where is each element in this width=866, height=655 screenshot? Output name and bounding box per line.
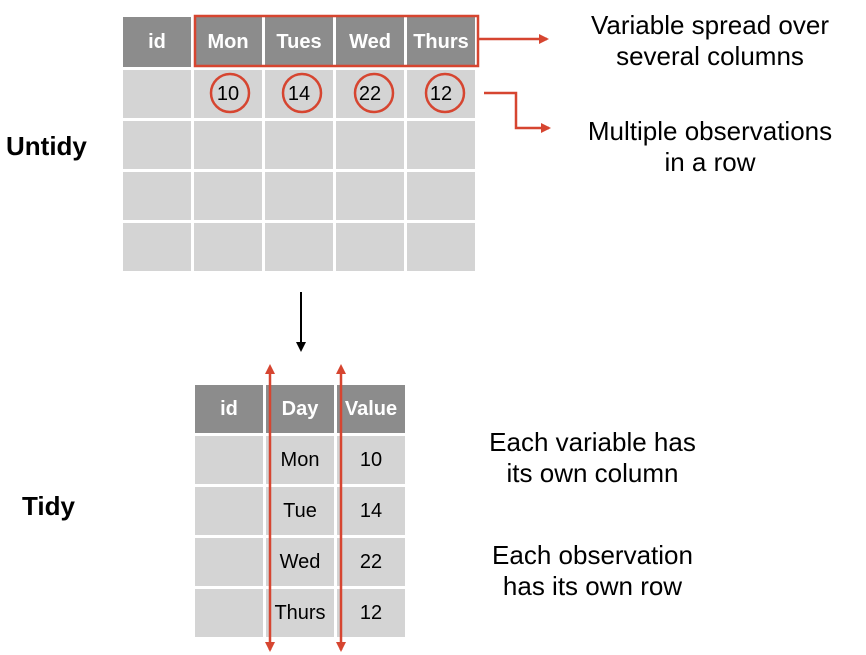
- tidy-cell-day: Tue: [266, 487, 334, 535]
- untidy-header-row: id Mon Tues Wed Thurs: [123, 17, 475, 67]
- untidy-value-tues: 14: [265, 70, 333, 118]
- tidy-cell-id: [195, 538, 263, 586]
- tidy-row: Thurs 12: [195, 589, 405, 637]
- note-line: Each observation: [492, 540, 693, 570]
- tidy-cell-value: 10: [337, 436, 405, 484]
- untidy-header-mon: Mon: [194, 17, 262, 67]
- empty-cell: [265, 121, 333, 169]
- untidy-label: Untidy: [6, 131, 87, 161]
- untidy-empty-row: [123, 121, 475, 169]
- untidy-value-row: 10 14 22 12: [123, 70, 475, 118]
- empty-cell: [194, 121, 262, 169]
- untidy-header-id: id: [123, 17, 191, 67]
- note-line: Variable spread over: [591, 10, 829, 40]
- empty-cell: [194, 172, 262, 220]
- note-line: Each variable has: [489, 427, 696, 457]
- note-line: Multiple observations: [587, 116, 833, 146]
- empty-cell: [194, 223, 262, 271]
- tidy-row: Wed 22: [195, 538, 405, 586]
- tidy-cell-value: 22: [337, 538, 405, 586]
- tidy-header-value: Value: [337, 385, 405, 433]
- untidy-header-tues: Tues: [265, 17, 333, 67]
- untidy-cell-id: [123, 70, 191, 118]
- note-line: several columns: [616, 41, 804, 71]
- empty-cell: [265, 223, 333, 271]
- note-each-variable: Each variable has its own column: [440, 427, 745, 489]
- empty-cell: [336, 223, 404, 271]
- note-line: its own column: [506, 458, 679, 488]
- tidy-cell-value: 12: [337, 589, 405, 637]
- tidy-cell-value: 14: [337, 487, 405, 535]
- empty-cell: [123, 172, 191, 220]
- tidy-header-id: id: [195, 385, 263, 433]
- tidy-cell-day: Wed: [266, 538, 334, 586]
- empty-cell: [123, 121, 191, 169]
- tidy-table: id Day Value Mon 10 Tue 14 Wed 22 Thurs …: [192, 382, 408, 640]
- note-line: has its own row: [502, 571, 683, 601]
- tidy-cell-day: Mon: [266, 436, 334, 484]
- untidy-empty-row: [123, 223, 475, 271]
- empty-cell: [407, 223, 475, 271]
- empty-cell: [336, 121, 404, 169]
- tidy-row: Tue 14: [195, 487, 405, 535]
- observations-arrow: [484, 91, 551, 133]
- note-multiple-observations: Multiple observations in a row: [555, 116, 865, 178]
- untidy-value-mon: 10: [194, 70, 262, 118]
- untidy-header-thurs: Thurs: [407, 17, 475, 67]
- empty-cell: [407, 172, 475, 220]
- empty-cell: [407, 121, 475, 169]
- tidy-cell-id: [195, 589, 263, 637]
- untidy-empty-row: [123, 172, 475, 220]
- tidy-cell-id: [195, 436, 263, 484]
- empty-cell: [265, 172, 333, 220]
- empty-cell: [123, 223, 191, 271]
- note-each-observation: Each observation has its own row: [440, 540, 745, 602]
- note-line: in a row: [664, 147, 756, 177]
- tidy-cell-day: Thurs: [266, 589, 334, 637]
- untidy-value-wed: 22: [336, 70, 404, 118]
- empty-cell: [336, 172, 404, 220]
- tidy-cell-id: [195, 487, 263, 535]
- tidy-row: Mon 10: [195, 436, 405, 484]
- tidy-label: Tidy: [22, 491, 75, 521]
- untidy-table: id Mon Tues Wed Thurs 10 14 22 12: [120, 14, 478, 274]
- tidy-header-row: id Day Value: [195, 385, 405, 433]
- untidy-header-wed: Wed: [336, 17, 404, 67]
- tidy-header-day: Day: [266, 385, 334, 433]
- untidy-value-thurs: 12: [407, 70, 475, 118]
- note-variable-spread: Variable spread over several columns: [555, 10, 865, 72]
